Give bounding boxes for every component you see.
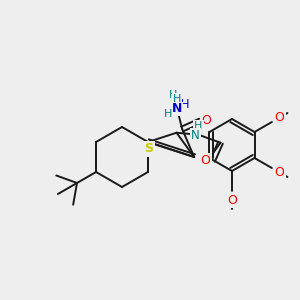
Text: H: H bbox=[169, 90, 177, 100]
Text: O: O bbox=[275, 111, 285, 124]
Text: N: N bbox=[191, 129, 200, 142]
Text: NH: NH bbox=[172, 98, 190, 110]
Text: N: N bbox=[172, 103, 182, 116]
Text: O: O bbox=[227, 194, 237, 206]
Text: H: H bbox=[194, 121, 203, 131]
Text: O: O bbox=[201, 115, 211, 128]
Text: O: O bbox=[201, 154, 211, 167]
Text: S: S bbox=[145, 142, 154, 155]
Text: O: O bbox=[275, 166, 285, 179]
Text: H: H bbox=[173, 94, 182, 104]
Text: H: H bbox=[164, 109, 172, 119]
